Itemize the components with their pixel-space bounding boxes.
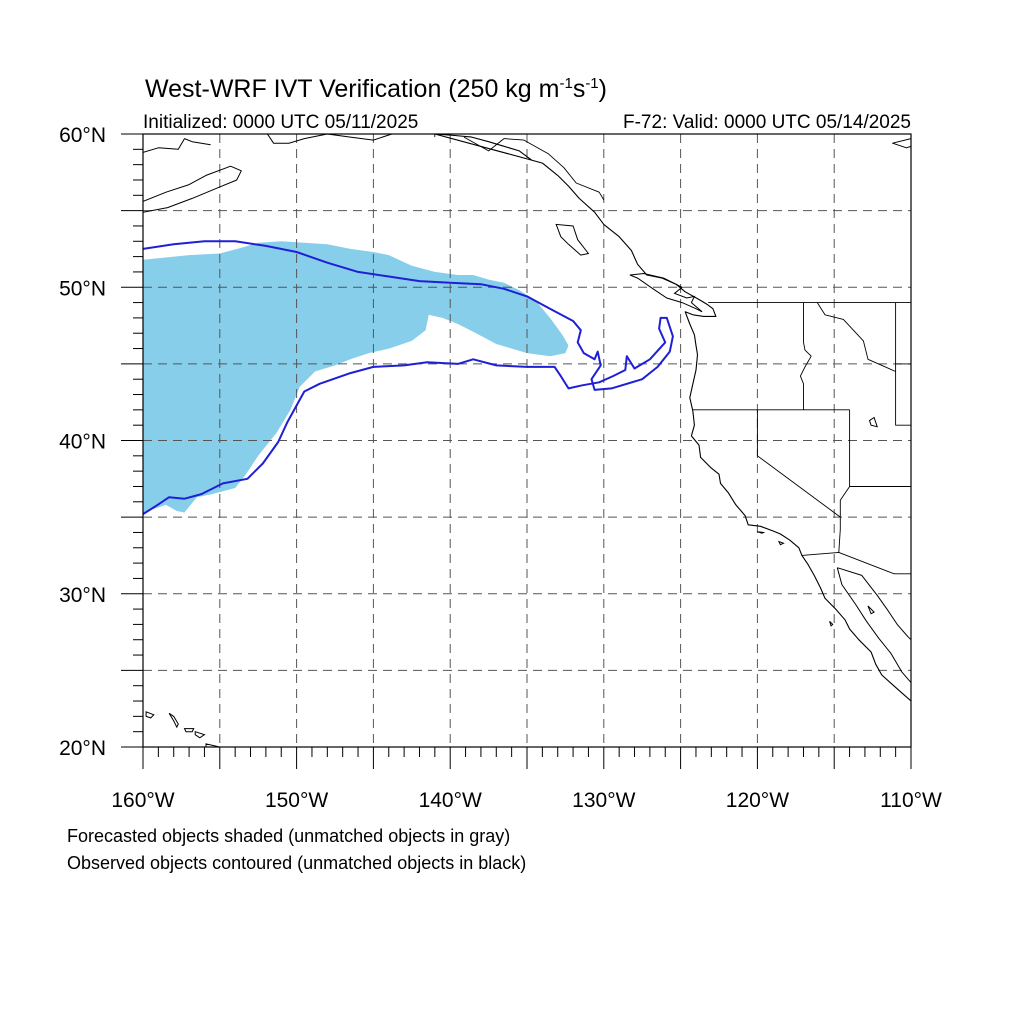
political-border xyxy=(756,409,841,553)
island xyxy=(757,531,766,534)
kodiak-coastline xyxy=(143,165,242,213)
island xyxy=(867,605,875,615)
gulf-coastline xyxy=(837,567,911,641)
axis-labels: 60°N 50°N 40°N 30°N 20°N 160°W 150°W 140°W 130°W… xyxy=(59,124,942,812)
island xyxy=(194,731,206,739)
footnote-forecast: Forecasted objects shaded (unmatched obj… xyxy=(67,826,510,846)
alaska-coastline xyxy=(143,138,211,153)
political-border xyxy=(801,551,911,575)
hudson-coast-fragment xyxy=(892,138,911,149)
island xyxy=(629,272,703,313)
political-border xyxy=(463,136,605,201)
island xyxy=(168,712,179,729)
lon-label: 150°W xyxy=(265,789,328,812)
island xyxy=(777,540,785,546)
island xyxy=(145,711,155,719)
init-time-label: Initialized: 0000 UTC 05/11/2025 xyxy=(143,112,418,133)
lat-label: 60°N xyxy=(59,124,106,147)
observed-ivt-contour xyxy=(143,240,674,515)
forecast-layer xyxy=(143,241,569,513)
map-title: West-WRF IVT Verification (250 kg m-1s-1… xyxy=(145,75,607,103)
observed-layer xyxy=(143,240,674,515)
lon-label: 130°W xyxy=(572,789,635,812)
graticule xyxy=(143,134,911,747)
lat-label: 40°N xyxy=(59,431,106,454)
baja-gulf-shore xyxy=(836,567,911,683)
lon-label: 110°W xyxy=(880,789,942,812)
footnote-observed: Observed objects contoured (unmatched ob… xyxy=(67,853,526,873)
lat-label: 20°N xyxy=(59,737,106,760)
lat-label: 30°N xyxy=(59,584,106,607)
lon-label: 120°W xyxy=(726,789,789,812)
lat-label: 50°N xyxy=(59,277,106,300)
island xyxy=(829,620,834,627)
island xyxy=(205,743,221,747)
lon-label: 160°W xyxy=(111,789,174,812)
coastline-layer xyxy=(143,134,911,747)
island xyxy=(253,134,392,144)
axis-ticks xyxy=(121,133,912,769)
political-border xyxy=(895,302,911,365)
political-border xyxy=(799,302,812,410)
forecast-ivt-object xyxy=(143,241,569,513)
island xyxy=(868,416,878,428)
political-border xyxy=(895,363,911,426)
political-border xyxy=(816,302,896,372)
island xyxy=(183,728,195,733)
lon-label: 140°W xyxy=(419,789,482,812)
political-border xyxy=(839,409,851,518)
valid-time-label: F-72: Valid: 0000 UTC 05/14/2025 xyxy=(623,112,911,133)
west-coastline xyxy=(434,134,911,702)
plot-area xyxy=(143,134,911,747)
island xyxy=(555,223,590,256)
